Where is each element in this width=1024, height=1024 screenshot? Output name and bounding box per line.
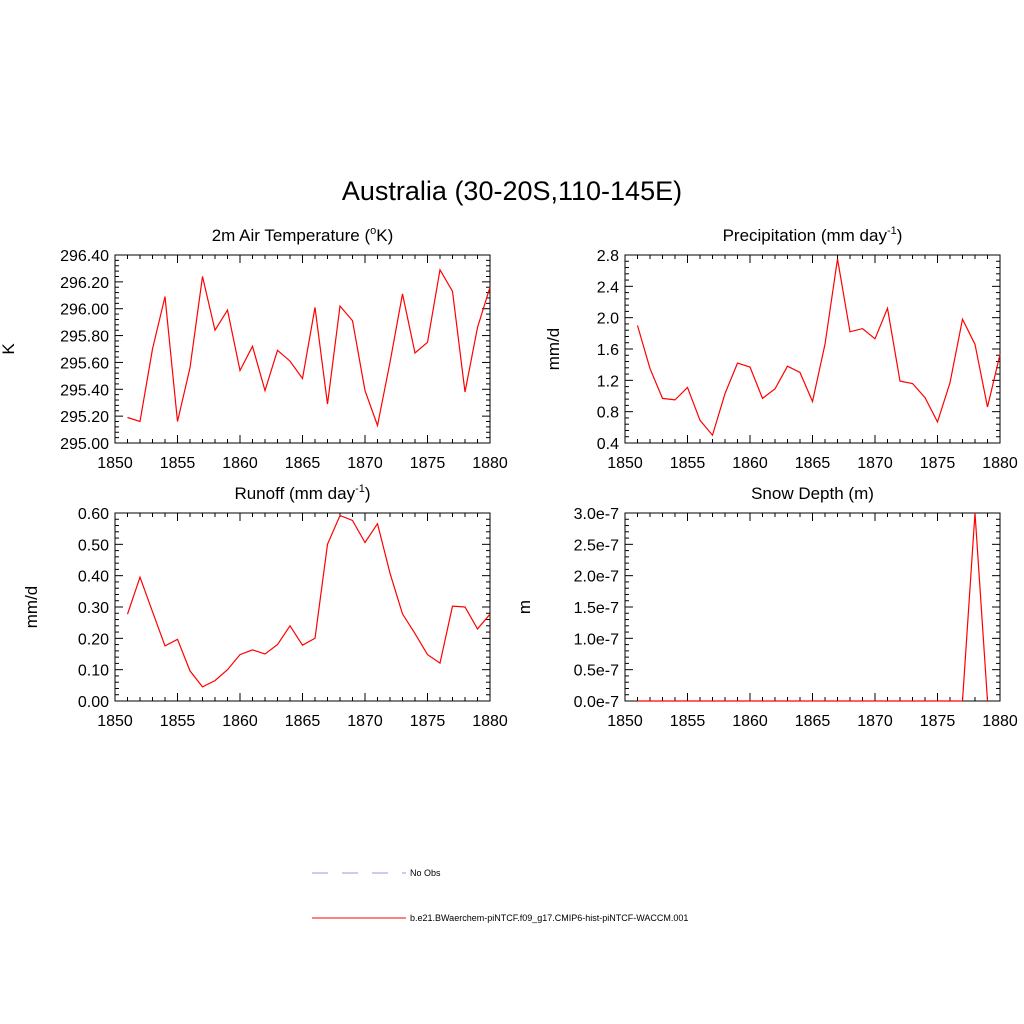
y-tick-label: 296.00 (60, 302, 109, 319)
y-tick-label: 0.60 (78, 506, 109, 523)
y-tick-label: 1.5e-7 (574, 600, 619, 617)
x-tick-label: 1865 (285, 455, 321, 472)
x-tick-label: 1855 (160, 713, 196, 730)
y-tick-label: 0.50 (78, 537, 109, 554)
x-tick-label: 1850 (97, 455, 133, 472)
panel-title-superscript: o (370, 225, 376, 237)
y-tick-label: 0.40 (78, 569, 109, 586)
y-tick-label: 2.5e-7 (574, 537, 619, 554)
panel-3: Runoff (mm day-1) mm/d 1850 1855 1860 1865 187… (22, 483, 508, 730)
legend-label: No Obs (410, 868, 441, 878)
y-axis-label: mm/d (22, 586, 41, 629)
panel-title-superscript: -1 (355, 483, 365, 495)
legend-label: b.e21.BWaerchem-piNTCF.f09_g17.CMIP6-his… (410, 913, 688, 923)
panel-title-main: 2m Air Temperature ( (212, 226, 371, 245)
x-tick-label: 1875 (920, 455, 956, 472)
panel-title: Precipitation (mm day-1) (723, 225, 903, 245)
y-tick-label: 0.10 (78, 663, 109, 680)
panel-title-main: Precipitation (mm day (723, 226, 888, 245)
panel-title-end: ) (365, 484, 371, 503)
x-tick-label: 1870 (857, 455, 893, 472)
x-tick-label: 1860 (222, 455, 258, 472)
x-tick-label: 1855 (670, 455, 706, 472)
y-tick-label: 295.20 (60, 409, 109, 426)
series-line (127, 268, 491, 428)
y-axis-label: m (515, 600, 534, 614)
x-tick-label: 1870 (347, 713, 383, 730)
y-tick-label: 3.0e-7 (574, 506, 619, 523)
y-tick-label: 2.8 (597, 248, 619, 265)
x-tick-label: 1850 (607, 713, 643, 730)
panel-title-main: Runoff (mm day (234, 484, 355, 503)
x-tick-label: 1875 (410, 455, 446, 472)
legend: No Obs b.e21.BWaerchem-piNTCF.f09_g17.CMI… (312, 868, 688, 923)
x-tick-label: 1880 (472, 455, 508, 472)
x-tick-label: 1855 (670, 713, 706, 730)
y-tick-label: 0.0e-7 (574, 694, 619, 711)
x-tick-label: 1870 (347, 455, 383, 472)
y-tick-label: 295.60 (60, 355, 109, 372)
plot-frame (624, 512, 1001, 702)
x-tick-label: 1870 (857, 713, 893, 730)
panel-title-end: K) (376, 226, 393, 245)
x-tick-label: 1865 (795, 713, 831, 730)
y-tick-label: 0.00 (78, 694, 109, 711)
y-tick-label: 295.80 (60, 329, 109, 346)
y-tick-label: 296.20 (60, 275, 109, 292)
y-tick-label: 0.20 (78, 631, 109, 648)
y-tick-label: 1.6 (597, 342, 619, 359)
x-tick-label: 1880 (982, 713, 1018, 730)
y-tick-label: 0.30 (78, 600, 109, 617)
y-tick-label: 2.0e-7 (574, 569, 619, 586)
panel-title: 2m Air Temperature (oK) (212, 225, 394, 245)
x-tick-label: 1875 (920, 713, 956, 730)
y-axis-label: mm/d (544, 328, 563, 371)
plot-frame (114, 512, 491, 702)
plot-frame (114, 254, 491, 444)
panel-title-end: ) (897, 226, 903, 245)
y-tick-label: 0.4 (597, 436, 619, 453)
panel-title: Runoff (mm day-1) (234, 483, 370, 503)
legend-item-2: b.e21.BWaerchem-piNTCF.f09_g17.CMIP6-his… (312, 913, 688, 923)
x-tick-label: 1860 (732, 713, 768, 730)
x-tick-label: 1875 (410, 713, 446, 730)
x-tick-label: 1880 (472, 713, 508, 730)
y-tick-label: 2.4 (597, 279, 619, 296)
panel-1: 2m Air Temperature (oK) K 1850 1855 1860 1865… (0, 225, 508, 472)
legend-item-1: No Obs (312, 868, 441, 878)
panel-2: Precipitation (mm day-1) mm/d 1850 1855 1860… (544, 225, 1018, 472)
panel-title: Snow Depth (m) (751, 484, 874, 503)
x-tick-label: 1855 (160, 455, 196, 472)
series-line (637, 512, 989, 702)
panel-title-main: Snow Depth (m) (751, 484, 874, 503)
y-tick-label: 0.8 (597, 405, 619, 422)
y-axis-label: K (0, 343, 18, 355)
panel-4: Snow Depth (m) m 1850 1855 1860 1865 1870 1875 1… (515, 484, 1018, 730)
y-tick-label: 2.0 (597, 311, 619, 328)
y-tick-label: 295.40 (60, 382, 109, 399)
y-tick-label: 1.0e-7 (574, 631, 619, 648)
y-tick-label: 296.40 (60, 248, 109, 265)
panel-title-superscript: -1 (887, 225, 897, 237)
x-tick-label: 1860 (732, 455, 768, 472)
y-tick-label: 295.00 (60, 436, 109, 453)
y-tick-label: 0.5e-7 (574, 663, 619, 680)
x-tick-label: 1865 (285, 713, 321, 730)
series-line (636, 258, 1001, 437)
x-tick-label: 1865 (795, 455, 831, 472)
x-tick-label: 1850 (607, 455, 643, 472)
figure-title: Australia (30-20S,110-145E) (342, 176, 682, 206)
panels: 2m Air Temperature (oK) K 1850 1855 1860 1865… (0, 225, 1018, 730)
y-tick-label: 1.2 (597, 373, 619, 390)
plot-frame (624, 254, 1001, 444)
x-tick-label: 1880 (982, 455, 1018, 472)
series-line (126, 514, 491, 688)
x-tick-label: 1850 (97, 713, 133, 730)
x-tick-label: 1860 (222, 713, 258, 730)
